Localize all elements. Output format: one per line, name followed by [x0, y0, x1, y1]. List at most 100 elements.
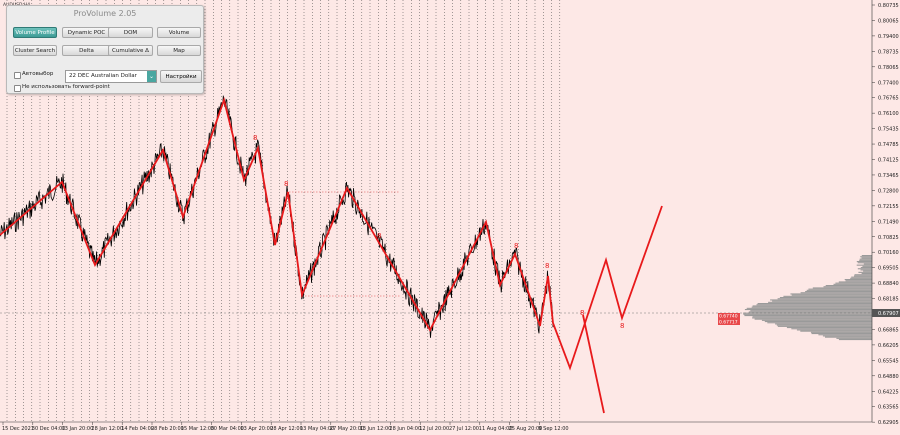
volume-bar [743, 312, 872, 314]
volume-bar [811, 333, 872, 335]
volume-profile-button[interactable]: Volume Profile [13, 27, 57, 38]
volume-bar [806, 289, 872, 291]
price-tick-label: 0.70160 [878, 250, 899, 256]
current-price-tag [872, 309, 900, 317]
projection-down [582, 314, 605, 414]
price-tick-label: 0.64225 [878, 389, 899, 395]
dynamic-poc-button[interactable]: Dynamic POC [62, 27, 111, 38]
cumulative-delta-button[interactable]: Cumulative Δ [108, 45, 153, 56]
volume-bar [844, 279, 872, 281]
auto-select-checkbox[interactable] [14, 72, 21, 79]
volume-bar [863, 270, 872, 272]
instrument-value: 22 DEC Australian Dollar [69, 73, 137, 79]
price-tick-label: 0.76765 [878, 96, 899, 102]
wave-mark: 8 [377, 232, 381, 240]
price-axis-bg [872, 0, 900, 435]
wave-mark: 8 [545, 262, 549, 270]
delta-button[interactable]: Delta [62, 45, 111, 56]
time-tick-label: 28 Jan 12:00 [91, 426, 123, 432]
volume-bar [854, 275, 872, 277]
volume-button[interactable]: Volume [157, 27, 201, 38]
chevron-down-icon[interactable]: ⌄ [147, 71, 156, 82]
price-axis: 0.80735 0.80065 0.79400 0.78735 0.78065 0.774… [872, 3, 899, 426]
volume-bar [754, 318, 872, 320]
price-tick-label: 0.78065 [878, 65, 899, 71]
price-tick-label: 0.68840 [878, 281, 899, 287]
volume-bar [752, 316, 872, 318]
dom-button[interactable]: DOM [108, 27, 153, 38]
time-tick-label: 14 Feb 04:00 [121, 426, 154, 432]
wave-mark: 8 [580, 309, 584, 317]
volume-bar [805, 291, 872, 293]
forward-point-label: Не использовать forward-point [22, 84, 110, 90]
price-tick-label: 0.72155 [878, 204, 899, 210]
price-tick-label: 0.62905 [878, 420, 899, 426]
volume-bar [861, 255, 872, 257]
volume-bar [857, 268, 872, 270]
volume-bar [775, 323, 872, 325]
volume-bar [750, 310, 872, 312]
price-tick-label: 0.80735 [878, 3, 899, 9]
volume-bar [860, 269, 872, 271]
map-button[interactable]: Map [157, 45, 201, 56]
forward-point-checkbox[interactable] [14, 85, 21, 92]
volume-bar [764, 321, 872, 323]
time-tick-label: 15 Mar 12:00 [181, 426, 214, 432]
provolume-panel[interactable]: ProVolume 2.05 Volume Profile Dynamic PO… [6, 5, 204, 94]
support-resistance-levels [286, 191, 400, 297]
volume-bar [812, 287, 872, 289]
price-tick-label: 0.76100 [878, 111, 899, 117]
price-tick-label: 0.77400 [878, 80, 899, 86]
price-tick-label: 0.64880 [878, 374, 899, 380]
price-tag [718, 319, 740, 325]
price-tick-label: 0.69505 [878, 266, 899, 272]
instrument-select[interactable]: 22 DEC Australian Dollar ⌄ [65, 70, 157, 83]
time-tick-label: 30 Mar 04:00 [211, 426, 244, 432]
volume-bar [825, 285, 872, 287]
volume-bar [808, 288, 872, 290]
price-tick-label: 0.80065 [878, 18, 899, 24]
price-tick-label: 0.72800 [878, 188, 899, 194]
volume-bar [862, 265, 872, 267]
time-tick-label: 13 Jan 20:00 [62, 426, 94, 432]
price-tick-label: 0.75435 [878, 127, 899, 133]
volume-bar [777, 325, 872, 327]
wave-marks: 8 8 8 8 8 8 8 [253, 134, 624, 330]
price-tick-label: 0.65545 [878, 358, 899, 364]
volume-bar [757, 303, 872, 305]
time-tick-label: 15 Dec 2021 [2, 426, 34, 432]
volume-bar [838, 281, 872, 283]
price-tick-label: 0.70825 [878, 235, 899, 241]
projection-up [552, 205, 663, 371]
volume-bar [850, 277, 872, 279]
volume-bar [859, 258, 872, 260]
price-tick-label: 0.66865 [878, 327, 899, 333]
price-tick-label: 0.78735 [878, 49, 899, 55]
volume-bar [857, 262, 872, 264]
wave-mark: 8 [253, 134, 257, 142]
price-tick-label: 0.68185 [878, 297, 899, 303]
volume-bar [751, 306, 872, 308]
volume-bar [858, 271, 872, 273]
settings-button[interactable]: Настройки [160, 70, 202, 83]
price-tag [718, 313, 740, 319]
price-tick-label: 0.63565 [878, 405, 899, 411]
volume-bar [791, 328, 872, 330]
cluster-search-button[interactable]: Cluster Search [13, 45, 57, 56]
time-tick-label: 27 May 20:00 [330, 426, 364, 432]
time-tick-label: 9 Sep 12:00 [538, 426, 568, 432]
current-price-label: 0.67907 [878, 311, 899, 317]
time-tick-label: 28 Apr 12:00 [270, 426, 303, 432]
volume-profile-histogram [743, 255, 872, 341]
volume-bar [748, 311, 872, 313]
price-tick-label: 0.74125 [878, 158, 899, 164]
volume-bar [860, 256, 872, 258]
volume-bar [860, 267, 872, 269]
volume-bar [800, 292, 872, 294]
volume-bar [863, 263, 872, 265]
time-tick-label: 30 Dec 04:00 [32, 426, 66, 432]
volume-bar [859, 259, 872, 261]
